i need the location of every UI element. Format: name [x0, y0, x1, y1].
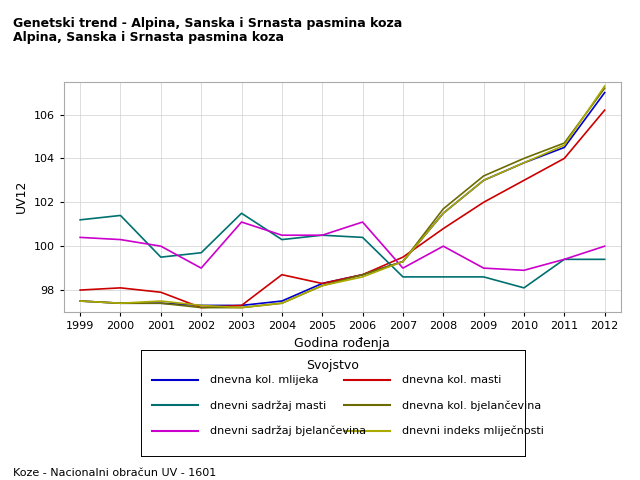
Text: Alpina, Sanska i Srnasta pasmina koza: Alpina, Sanska i Srnasta pasmina koza: [13, 31, 284, 44]
Y-axis label: UV12: UV12: [15, 180, 28, 214]
Text: dnevna kol. bjelančevina: dnevna kol. bjelančevina: [402, 400, 541, 410]
Text: dnevna kol. masti: dnevna kol. masti: [402, 375, 501, 385]
X-axis label: Godina rođenja: Godina rođenja: [294, 336, 390, 349]
Text: Genetski trend - Alpina, Sanska i Srnasta pasmina koza: Genetski trend - Alpina, Sanska i Srnast…: [13, 17, 402, 30]
Text: dnevni indeks mliječnosti: dnevni indeks mliječnosti: [402, 425, 544, 436]
Text: Koze - Nacionalni obračun UV - 1601: Koze - Nacionalni obračun UV - 1601: [13, 468, 216, 478]
Text: Svojstvo: Svojstvo: [307, 359, 359, 372]
Text: dnevni sadržaj bjelančevina: dnevni sadržaj bjelančevina: [210, 425, 366, 436]
Text: dnevna kol. mlijeka: dnevna kol. mlijeka: [210, 375, 319, 385]
Text: dnevni sadržaj masti: dnevni sadržaj masti: [210, 400, 326, 410]
